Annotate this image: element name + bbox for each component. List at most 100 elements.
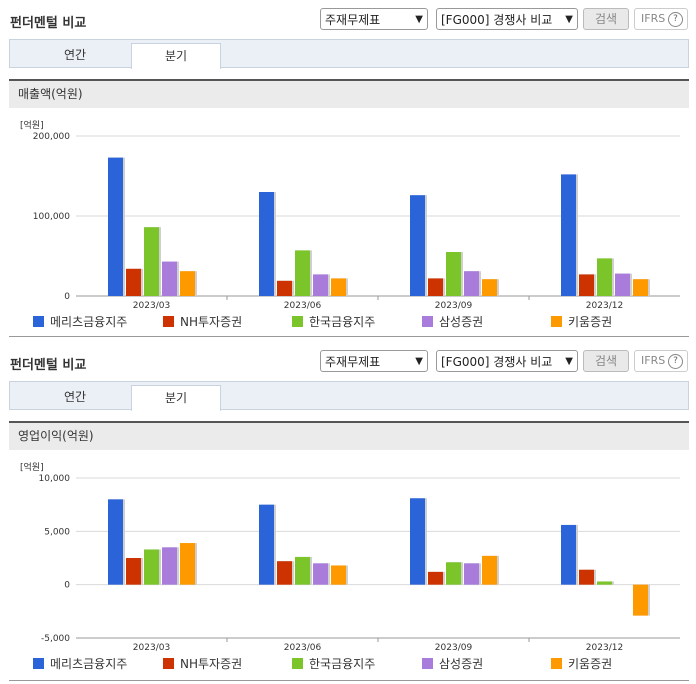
help-icon[interactable]: ? <box>668 354 683 369</box>
bar <box>144 549 159 585</box>
panel-divider <box>9 336 689 337</box>
panel-title: 펀더멘털 비교 <box>10 16 87 31</box>
bar <box>410 195 425 296</box>
peer-group-select[interactable]: [FG000] 경쟁사 비교 ▼ <box>436 350 578 372</box>
chevron-down-icon: ▼ <box>415 14 423 25</box>
legend-swatch <box>292 658 303 669</box>
bar <box>561 174 576 296</box>
bar <box>579 274 594 296</box>
bar <box>313 274 328 296</box>
bar <box>180 543 195 585</box>
statement-type-select[interactable]: 주재무제표 ▼ <box>320 8 428 30</box>
legend-item[interactable]: 키움증권 <box>551 313 612 330</box>
legend-label: 삼성증권 <box>439 315 484 329</box>
statement-type-select[interactable]: 주재무제표 ▼ <box>320 350 428 372</box>
peer-group-value: [FG000] 경쟁사 비교 <box>441 13 553 27</box>
y-tick-label: 200,000 <box>33 132 70 142</box>
bar <box>597 581 612 585</box>
bar <box>428 571 443 585</box>
legend-item[interactable]: NH투자증권 <box>163 655 242 672</box>
legend-item[interactable]: 메리츠금융지주 <box>33 655 127 672</box>
legend-label: NH투자증권 <box>180 657 243 671</box>
legend-swatch <box>33 658 44 669</box>
search-button[interactable]: 검색 <box>583 350 629 372</box>
legend-swatch <box>163 316 174 327</box>
bar <box>277 280 292 296</box>
section-title: 매출액(억원) <box>9 79 689 108</box>
statement-type-value: 주재무제표 <box>325 355 381 369</box>
x-tick-label: 2023/06 <box>284 643 322 653</box>
ifrs-button[interactable]: IFRS ? <box>634 350 688 372</box>
bar <box>446 252 461 296</box>
x-tick-label: 2023/12 <box>586 301 623 311</box>
bar <box>180 271 195 296</box>
revenue-bar-chart: 0 100,000 200,000 2023/03 2023/06 2023/09 2023… <box>33 132 680 311</box>
bar <box>482 279 497 296</box>
bar <box>633 279 648 296</box>
bar <box>108 499 123 585</box>
period-tabs: 연간 분기 <box>9 381 689 411</box>
help-icon[interactable]: ? <box>668 12 683 27</box>
x-tick-label: 2023/09 <box>435 643 473 653</box>
bar <box>331 565 346 585</box>
chevron-down-icon: ▼ <box>415 356 423 367</box>
y-tick-label: 0 <box>64 292 70 302</box>
y-tick-label: 10,000 <box>39 474 71 484</box>
fundamental-panel-revenue: 펀더멘털 비교 주재무제표 ▼ [FG000] 경쟁사 비교 ▼ 검색 IFRS… <box>0 0 696 340</box>
bar <box>295 556 310 585</box>
bar <box>162 261 177 296</box>
bar <box>277 561 292 585</box>
bar <box>295 250 310 296</box>
bar <box>561 524 576 585</box>
bar <box>162 547 177 585</box>
legend-label: 메리츠금융지주 <box>50 315 128 329</box>
x-tick-label: 2023/12 <box>586 643 623 653</box>
legend-item[interactable]: NH투자증권 <box>163 313 242 330</box>
operating-income-bar-chart: -5,000 0 5,000 10,000 2023/03 2023/06 2023/09 2… <box>39 474 680 653</box>
chevron-down-icon: ▼ <box>565 356 573 367</box>
legend-label: 삼성증권 <box>439 657 484 671</box>
period-tabs: 연간 분기 <box>9 39 689 69</box>
bar <box>410 498 425 585</box>
tab-annual[interactable]: 연간 <box>63 390 87 404</box>
unit-label: [억원] <box>20 121 44 131</box>
legend-label: 키움증권 <box>568 657 613 671</box>
bar <box>331 278 346 296</box>
tab-annual[interactable]: 연간 <box>63 48 87 62</box>
y-tick-label: -5,000 <box>41 634 70 644</box>
legend-label: NH투자증권 <box>180 315 243 329</box>
legend-label: 한국금융지주 <box>309 657 376 671</box>
legend-label: 한국금융지주 <box>309 315 376 329</box>
bar <box>446 562 461 585</box>
bar <box>615 273 630 296</box>
legend-swatch <box>551 658 562 669</box>
legend-label: 키움증권 <box>568 315 613 329</box>
legend-swatch <box>422 658 433 669</box>
legend-item[interactable]: 삼성증권 <box>422 313 483 330</box>
bar <box>313 563 328 585</box>
legend-item[interactable]: 한국금융지주 <box>292 313 375 330</box>
tab-quarterly[interactable]: 분기 <box>131 385 221 411</box>
tab-quarterly[interactable]: 분기 <box>131 43 221 69</box>
bar <box>144 227 159 296</box>
legend-swatch <box>33 316 44 327</box>
ifrs-button[interactable]: IFRS ? <box>634 8 688 30</box>
legend-item[interactable]: 키움증권 <box>551 655 612 672</box>
legend-item[interactable]: 한국금융지주 <box>292 655 375 672</box>
legend-swatch <box>422 316 433 327</box>
bar <box>482 555 497 585</box>
y-tick-label: 5,000 <box>44 527 70 537</box>
x-tick-label: 2023/06 <box>284 301 322 311</box>
legend-item[interactable]: 메리츠금융지주 <box>33 313 127 330</box>
panel-divider <box>9 680 689 681</box>
unit-label: [억원] <box>20 463 44 473</box>
chart-legend: 메리츠금융지주 NH투자증권 한국금융지주 삼성증권 키움증권 <box>33 313 683 329</box>
legend-item[interactable]: 삼성증권 <box>422 655 483 672</box>
search-button[interactable]: 검색 <box>583 8 629 30</box>
chevron-down-icon: ▼ <box>565 14 573 25</box>
peer-group-select[interactable]: [FG000] 경쟁사 비교 ▼ <box>436 8 578 30</box>
bar <box>259 192 274 296</box>
y-tick-label: 0 <box>64 581 70 591</box>
bar <box>428 278 443 296</box>
legend-swatch <box>551 316 562 327</box>
